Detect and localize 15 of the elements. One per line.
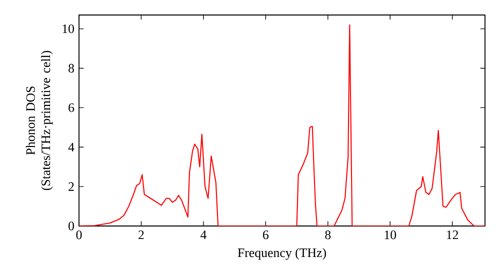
x-tick-label: 0 xyxy=(76,230,82,240)
y-tick-label: 2 xyxy=(68,182,74,191)
x-tick-label: 2 xyxy=(138,230,144,240)
y-tick-label: 0 xyxy=(68,222,74,230)
x-axis-title: Frequency (THz) xyxy=(238,248,326,260)
x-tick-label: 12 xyxy=(447,230,458,240)
y-tick-label: 8 xyxy=(68,64,74,73)
x-tick-label: 8 xyxy=(325,230,331,240)
y-axis-title: Phonon DOS (States/THz·primitive cell) xyxy=(26,50,53,190)
y-tick-label: 10 xyxy=(62,24,74,34)
x-tick-label: 6 xyxy=(262,230,269,240)
x-tick-label: 4 xyxy=(200,230,206,239)
y-tick-label: 6 xyxy=(68,103,74,112)
y-tick-label: 4 xyxy=(68,142,74,152)
x-tick-label: 10 xyxy=(384,230,396,240)
